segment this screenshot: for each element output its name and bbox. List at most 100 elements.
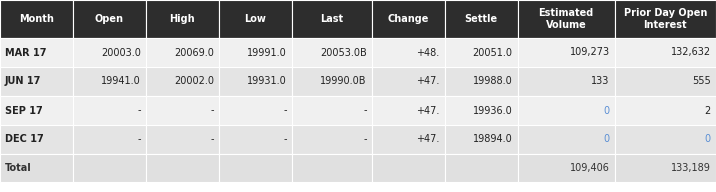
Bar <box>292 125 372 154</box>
Text: -: - <box>137 135 141 145</box>
Bar <box>445 154 518 182</box>
Text: -: - <box>284 105 287 116</box>
Bar <box>292 154 372 182</box>
Bar <box>518 96 615 125</box>
Bar <box>372 0 445 38</box>
Bar <box>73 125 146 154</box>
Text: 20053.0B: 20053.0B <box>320 47 367 57</box>
Text: +47.: +47. <box>416 76 440 87</box>
Text: Month: Month <box>19 14 54 24</box>
Bar <box>146 0 219 38</box>
Text: Estimated
Volume: Estimated Volume <box>538 8 594 30</box>
Text: 20051.0: 20051.0 <box>473 47 513 57</box>
Bar <box>615 154 716 182</box>
Text: Total: Total <box>5 163 32 173</box>
Bar <box>73 67 146 96</box>
Text: MAR 17: MAR 17 <box>5 47 47 57</box>
Bar <box>73 38 146 67</box>
Bar <box>0 154 73 182</box>
Bar <box>445 38 518 67</box>
Bar <box>518 125 615 154</box>
Bar <box>146 96 219 125</box>
Bar <box>146 67 219 96</box>
Bar <box>518 67 615 96</box>
Bar <box>219 67 292 96</box>
Bar <box>0 0 73 38</box>
Bar <box>73 96 146 125</box>
Text: JUN 17: JUN 17 <box>5 76 42 87</box>
Bar <box>146 125 219 154</box>
Bar <box>0 67 73 96</box>
Text: 19894.0: 19894.0 <box>473 135 513 145</box>
Text: +47.: +47. <box>416 105 440 116</box>
Text: Change: Change <box>387 14 429 24</box>
Bar <box>219 0 292 38</box>
Bar <box>445 0 518 38</box>
Bar <box>615 96 716 125</box>
Text: 133,189: 133,189 <box>671 163 711 173</box>
Bar <box>615 67 716 96</box>
Bar <box>518 0 615 38</box>
Text: -: - <box>211 105 214 116</box>
Text: DEC 17: DEC 17 <box>5 135 44 145</box>
Bar <box>445 125 518 154</box>
Text: 19990.0B: 19990.0B <box>320 76 367 87</box>
Bar <box>372 154 445 182</box>
Text: Low: Low <box>244 14 266 24</box>
Bar <box>0 96 73 125</box>
Bar <box>146 38 219 67</box>
Text: 20002.0: 20002.0 <box>174 76 214 87</box>
Text: -: - <box>363 135 367 145</box>
Bar <box>219 38 292 67</box>
Text: 19988.0: 19988.0 <box>473 76 513 87</box>
Text: 19991.0: 19991.0 <box>247 47 287 57</box>
Bar <box>372 96 445 125</box>
Bar <box>518 154 615 182</box>
Text: -: - <box>211 135 214 145</box>
Bar <box>372 125 445 154</box>
Bar <box>292 96 372 125</box>
Bar <box>0 125 73 154</box>
Text: Last: Last <box>320 14 343 24</box>
Text: -: - <box>137 105 141 116</box>
Text: 555: 555 <box>692 76 711 87</box>
Text: +48.: +48. <box>416 47 440 57</box>
Bar <box>73 0 146 38</box>
Text: 133: 133 <box>591 76 610 87</box>
Text: 19936.0: 19936.0 <box>473 105 513 116</box>
Text: High: High <box>170 14 195 24</box>
Bar <box>615 0 716 38</box>
Text: 20003.0: 20003.0 <box>101 47 141 57</box>
Bar <box>292 38 372 67</box>
Text: Settle: Settle <box>465 14 498 24</box>
Text: 20069.0: 20069.0 <box>174 47 214 57</box>
Bar <box>292 0 372 38</box>
Bar <box>518 38 615 67</box>
Bar <box>372 67 445 96</box>
Bar <box>615 38 716 67</box>
Text: -: - <box>284 135 287 145</box>
Bar <box>146 154 219 182</box>
Text: 0: 0 <box>604 135 610 145</box>
Text: 109,273: 109,273 <box>570 47 610 57</box>
Text: SEP 17: SEP 17 <box>5 105 43 116</box>
Text: 0: 0 <box>705 135 711 145</box>
Bar <box>372 38 445 67</box>
Bar <box>615 125 716 154</box>
Text: 0: 0 <box>604 105 610 116</box>
Text: -: - <box>363 105 367 116</box>
Text: 2: 2 <box>705 105 711 116</box>
Bar <box>73 154 146 182</box>
Text: 19941.0: 19941.0 <box>101 76 141 87</box>
Bar <box>445 96 518 125</box>
Bar <box>219 154 292 182</box>
Bar <box>219 125 292 154</box>
Bar <box>0 38 73 67</box>
Text: +47.: +47. <box>416 135 440 145</box>
Text: Open: Open <box>95 14 124 24</box>
Bar <box>445 67 518 96</box>
Text: 132,632: 132,632 <box>671 47 711 57</box>
Bar <box>219 96 292 125</box>
Text: 19931.0: 19931.0 <box>247 76 287 87</box>
Bar <box>292 67 372 96</box>
